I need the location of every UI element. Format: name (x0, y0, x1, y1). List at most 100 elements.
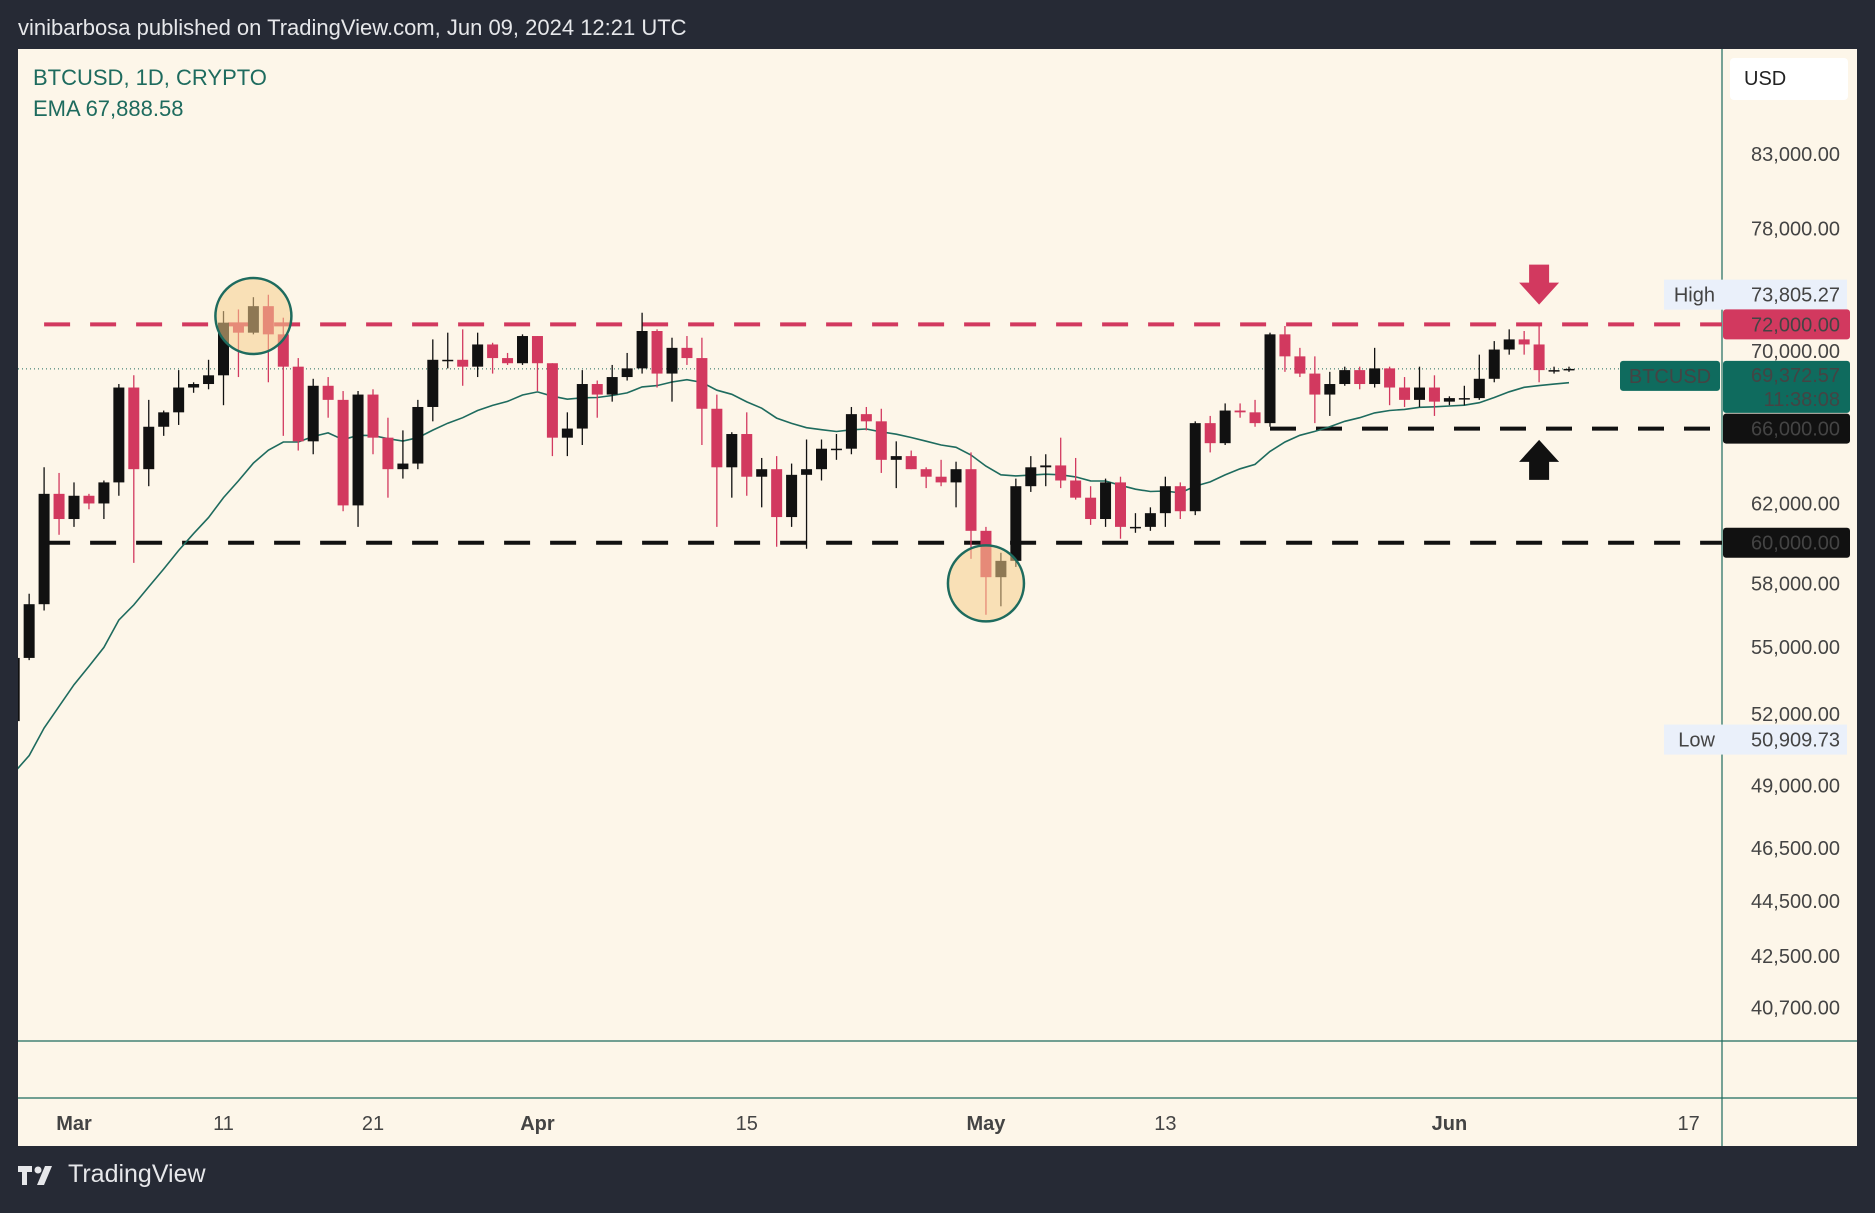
symbol-badge-bg (1620, 360, 1720, 391)
candle (173, 370, 185, 425)
level-price-label: 60,000.00 (1723, 527, 1850, 558)
candle-body (651, 330, 663, 374)
candle-body (1115, 482, 1126, 527)
candle (1518, 330, 1530, 355)
candle (1563, 366, 1575, 372)
candle-body (337, 399, 349, 506)
candle-body (935, 476, 947, 483)
arrow-down-icon (1519, 264, 1560, 305)
candle-body (636, 330, 648, 369)
candle (18, 657, 20, 722)
candle-body (382, 437, 394, 470)
arrow-up-icon (1519, 439, 1560, 480)
candle (1055, 437, 1067, 489)
candle (1100, 478, 1112, 527)
candle-body (128, 387, 140, 470)
candle-body (1384, 368, 1396, 388)
candle (1085, 486, 1097, 525)
currency-button[interactable]: USD (1730, 58, 1848, 100)
candle-body (681, 347, 693, 359)
candle (442, 332, 454, 369)
candle-body (1414, 387, 1425, 400)
candle (397, 430, 409, 479)
level-price-text: 72,000.00 (1751, 314, 1840, 336)
candle-body (1040, 465, 1052, 468)
candle (636, 312, 648, 374)
candle-body (890, 456, 902, 460)
candle-body (666, 347, 678, 374)
candle (771, 456, 783, 547)
candle (681, 336, 693, 365)
candle (905, 450, 917, 470)
candle-body (1548, 370, 1560, 372)
candle-body (1070, 480, 1082, 498)
candle-body (1324, 384, 1336, 395)
candle-body (1279, 334, 1291, 357)
candle-body (816, 448, 827, 470)
candle (517, 334, 528, 365)
candle-body (801, 469, 813, 475)
price-axis[interactable]: 83,000.00 78,000.00 70,000.00 62,000.00 58,0… (1620, 144, 1850, 1020)
candle-body (38, 493, 50, 605)
candle (38, 467, 50, 611)
price-tick-label: 44,500.00 (1751, 891, 1840, 913)
candle-body (472, 344, 484, 367)
candle-body (591, 384, 603, 395)
candle (337, 391, 349, 512)
candle-body (158, 412, 170, 427)
candle-body (1189, 423, 1201, 512)
price-tick-label: 83,000.00 (1751, 144, 1840, 166)
footer-brand: TradingView (18, 1160, 206, 1189)
candle-body (457, 359, 469, 367)
candle-body (53, 493, 65, 520)
candle (651, 329, 663, 388)
candle-body (427, 359, 439, 407)
candle-body (1369, 368, 1381, 385)
candle (801, 439, 813, 549)
candle (98, 480, 110, 520)
candle (830, 434, 842, 460)
high-label-value: 73,805.27 (1751, 285, 1840, 307)
candle-body (621, 368, 633, 378)
candle (711, 394, 723, 527)
candle-body (1144, 513, 1156, 527)
candle (591, 380, 603, 418)
level-price-bg (1723, 527, 1850, 558)
candle (1399, 377, 1411, 407)
candle (935, 459, 947, 487)
candle-body (1055, 465, 1067, 481)
candle-body (1473, 378, 1485, 399)
highlight-circle (214, 276, 293, 356)
candle-body (786, 474, 798, 518)
symbol-label: BTCUSD, 1D, CRYPTO (33, 65, 267, 90)
candle (606, 364, 618, 402)
high-label-name: High (1674, 285, 1715, 307)
time-axis[interactable]: Mar 11 21 Apr 15 May 13 Jun 17 (56, 1113, 1700, 1135)
level-price-label: 72,000.00 (1723, 309, 1850, 340)
candle-body (1518, 339, 1530, 345)
candle (1144, 507, 1156, 531)
candle-body (1428, 387, 1440, 402)
candle-body (367, 394, 379, 438)
price-tick-label: 55,000.00 (1751, 637, 1840, 659)
candle-body (292, 366, 304, 442)
candle-body (173, 387, 185, 413)
candle (1339, 366, 1351, 386)
candle (1324, 371, 1336, 416)
candle-body (561, 428, 573, 438)
candle (950, 461, 962, 508)
chart-pane[interactable] (18, 49, 1857, 1146)
candle-body (696, 358, 708, 409)
chart-legend: BTCUSD, 1D, CRYPTO EMA 67,888.58 (33, 62, 267, 124)
candle (457, 329, 469, 386)
highlight-circle (946, 544, 1026, 623)
candle-body (1174, 486, 1186, 512)
low-label-value: 50,909.73 (1751, 730, 1840, 752)
candle-body (143, 426, 155, 470)
candle (1174, 482, 1186, 520)
candle (1384, 366, 1396, 406)
candle-body (830, 448, 842, 451)
candle (1070, 457, 1082, 500)
